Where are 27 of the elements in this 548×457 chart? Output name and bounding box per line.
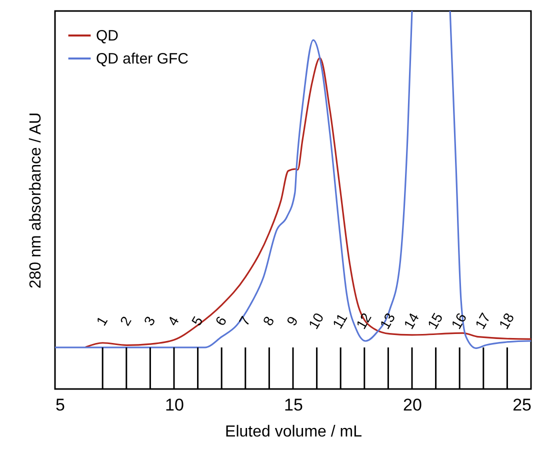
annotation: 13 bbox=[376, 310, 398, 332]
annotation: 3 bbox=[140, 313, 158, 328]
annotation: 6 bbox=[212, 313, 230, 328]
legend-label: QD after GFC bbox=[96, 50, 189, 68]
annotation: 2 bbox=[116, 313, 135, 328]
y-axis-title: 280 nm absorbance / AU bbox=[28, 112, 44, 289]
x-tick-label: 5 bbox=[56, 396, 65, 414]
legend-label: QD bbox=[96, 28, 119, 44]
annotation: 7 bbox=[236, 313, 254, 328]
x-axis-title: Eluted volume / mL bbox=[225, 424, 362, 440]
x-tick-label: 25 bbox=[512, 396, 532, 414]
annotation: 1 bbox=[92, 313, 111, 328]
annotation: 4 bbox=[164, 313, 182, 328]
annotation: 14 bbox=[400, 310, 422, 332]
annotation: 18 bbox=[496, 310, 518, 332]
annotation: 8 bbox=[259, 313, 278, 328]
annotation: 16 bbox=[448, 310, 470, 332]
annotation: 15 bbox=[424, 310, 446, 332]
annotation: 11 bbox=[329, 310, 350, 332]
x-tick-label: 10 bbox=[165, 396, 184, 414]
annotation: 5 bbox=[188, 313, 206, 328]
annotation: 17 bbox=[472, 310, 494, 332]
x-tick-label: 20 bbox=[403, 396, 422, 414]
x-tick-label: 15 bbox=[284, 396, 303, 414]
annotation: 9 bbox=[283, 313, 302, 328]
annotation: 10 bbox=[305, 310, 327, 332]
annotation: 12 bbox=[352, 310, 374, 332]
